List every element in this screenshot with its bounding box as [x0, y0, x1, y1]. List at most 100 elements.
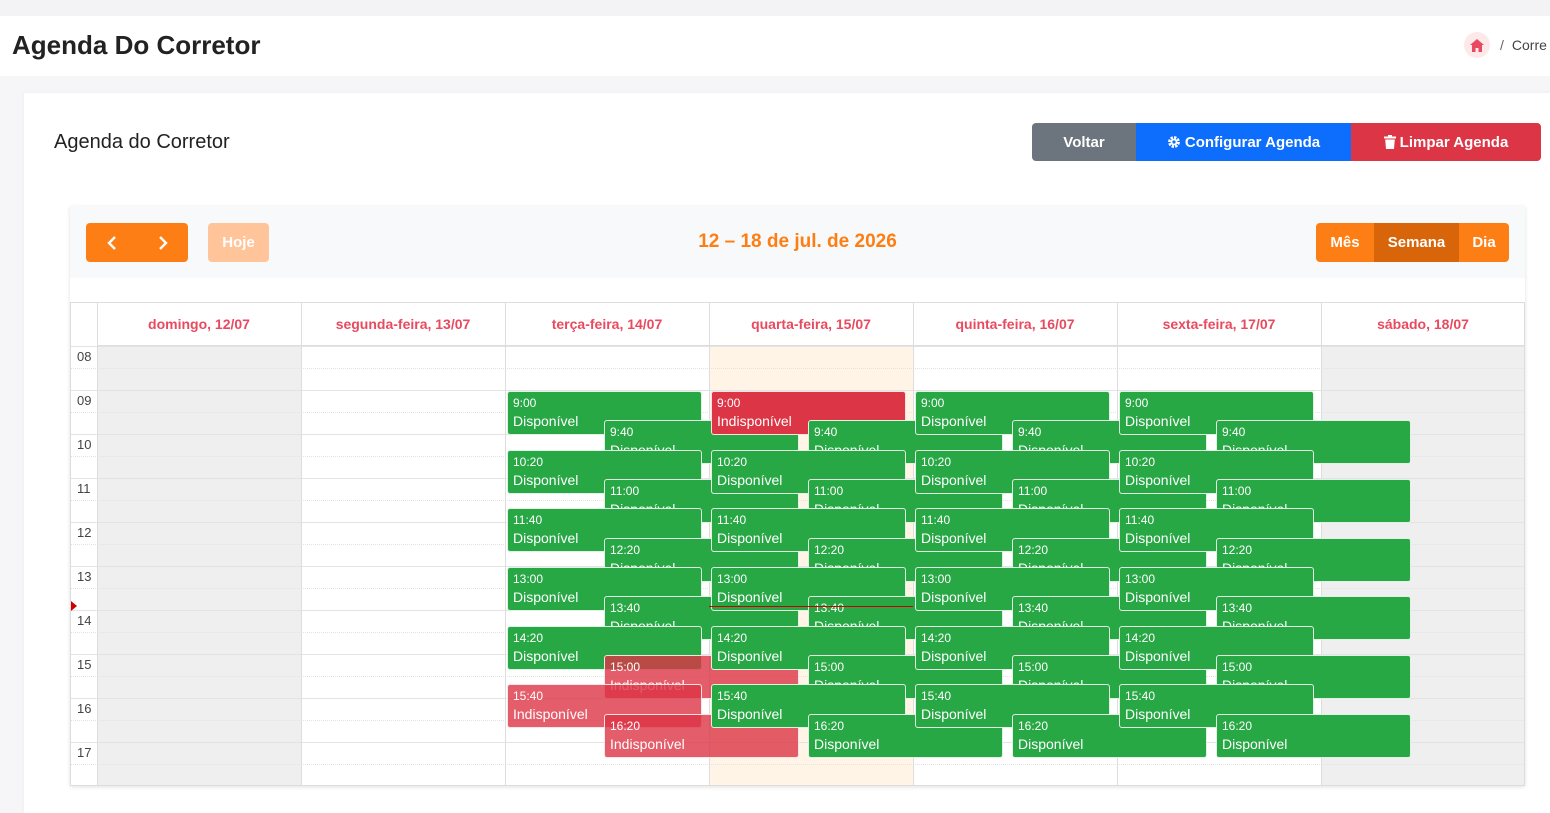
- today-button[interactable]: Hoje: [208, 223, 269, 262]
- event-time: 15:40: [921, 689, 952, 704]
- event-time: 13:00: [1125, 572, 1156, 586]
- event-status: Disponível: [921, 647, 987, 664]
- event-time: 12:20: [814, 542, 845, 557]
- view-month-button[interactable]: Mês: [1316, 223, 1374, 262]
- trash-icon: [1383, 135, 1396, 149]
- event-time: 15:40: [513, 689, 544, 704]
- event-time: 12:20: [610, 542, 641, 557]
- hour-label: 12: [77, 525, 92, 540]
- event-time: 16:20: [814, 718, 845, 733]
- gutter-line: [97, 303, 98, 785]
- event-status: Disponível: [717, 589, 783, 605]
- event-status: Disponível: [1125, 530, 1191, 547]
- configure-agenda-label: Configurar Agenda: [1184, 133, 1321, 151]
- event-time: 10:20: [717, 454, 748, 469]
- event-status: Indisponível: [610, 735, 685, 752]
- home-icon[interactable]: [1464, 32, 1490, 58]
- day-divider: [505, 303, 506, 785]
- breadcrumb-separator: /: [1500, 37, 1504, 53]
- event-time: 15:00: [814, 660, 845, 674]
- event-status: Disponível: [513, 471, 579, 488]
- event-status: Disponível: [717, 706, 783, 723]
- next-button[interactable]: [137, 223, 188, 262]
- event-time: 13:40: [814, 601, 845, 616]
- event-time: 15:00: [1222, 660, 1253, 674]
- back-button[interactable]: Voltar: [1032, 123, 1136, 161]
- event-time: 9:40: [610, 425, 634, 440]
- now-indicator-line: [709, 606, 913, 608]
- day-column[interactable]: [97, 346, 301, 785]
- prev-button[interactable]: [86, 223, 137, 262]
- breadcrumb: / Corre: [1464, 32, 1547, 58]
- event-time: 14:20: [1125, 630, 1156, 645]
- hour-label: 15: [77, 657, 92, 672]
- chevron-left-icon: [106, 235, 116, 250]
- half-hour-line: [71, 368, 1524, 369]
- card-title: Agenda do Corretor: [54, 131, 230, 153]
- view-day-button[interactable]: Dia: [1459, 223, 1509, 262]
- event-time: 11:40: [1125, 513, 1155, 528]
- hour-line: [71, 346, 1524, 347]
- configure-agenda-button[interactable]: Configurar Agenda: [1136, 123, 1351, 161]
- day-header: sexta-feira, 17/07: [1117, 303, 1321, 346]
- breadcrumb-current[interactable]: Corre: [1511, 37, 1547, 53]
- event-status: Disponível: [1125, 706, 1191, 723]
- hour-label: 08: [77, 349, 92, 364]
- event-time: 13:00: [513, 572, 544, 586]
- event-status: Indisponível: [717, 413, 792, 429]
- hour-label: 11: [77, 481, 91, 496]
- event-status: Disponível: [1018, 735, 1084, 752]
- event-time: 9:40: [1018, 425, 1042, 440]
- event-status: Disponível: [1125, 471, 1191, 488]
- page-title: Agenda Do Corretor: [12, 30, 261, 60]
- event-status: Disponível: [1222, 735, 1288, 752]
- page-header: [0, 16, 1550, 76]
- event-time: 13:40: [610, 601, 641, 616]
- event-time: 12:20: [1222, 542, 1253, 557]
- event-time: 11:40: [513, 513, 543, 528]
- hour-label: 13: [77, 569, 92, 584]
- event-time: 10:20: [513, 454, 544, 469]
- event-status: Disponível: [1125, 413, 1191, 429]
- clear-agenda-button[interactable]: Limpar Agenda: [1351, 123, 1541, 161]
- event-status: Disponível: [513, 413, 579, 429]
- week-grid: domingo, 12/07 segunda-feira, 13/07 terça-…: [70, 302, 1525, 786]
- event-time: 10:20: [1125, 454, 1156, 469]
- event-status: Disponível: [921, 530, 987, 547]
- event-time: 9:40: [814, 425, 838, 440]
- event-time: 13:40: [1222, 601, 1253, 616]
- event-time: 14:20: [717, 630, 748, 645]
- event-status: Disponível: [1125, 589, 1191, 605]
- event-status: Disponível: [717, 471, 783, 488]
- event-status: Disponível: [921, 706, 987, 723]
- event-time: 16:20: [610, 718, 641, 733]
- event-time: 15:40: [1125, 689, 1156, 704]
- event-time: 15:40: [717, 689, 748, 704]
- event-time: 11:00: [1222, 484, 1252, 498]
- event-time: 13:00: [921, 572, 952, 586]
- calendar-event[interactable]: 16:20 Disponível: [1216, 713, 1411, 758]
- event-status: Disponível: [513, 589, 579, 605]
- view-week-button[interactable]: Semana: [1374, 223, 1459, 262]
- calendar-event[interactable]: 10:20 Disponível: [915, 449, 1110, 494]
- event-status: Indisponível: [513, 706, 588, 723]
- day-column[interactable]: [301, 346, 505, 785]
- event-time: 14:20: [921, 630, 952, 645]
- event-time: 9:00: [513, 396, 537, 410]
- action-buttons: Voltar Configurar Agenda Limpar Agenda: [1032, 123, 1541, 161]
- event-time: 15:00: [1018, 660, 1049, 674]
- event-status: Disponível: [921, 413, 987, 429]
- event-status: Disponível: [921, 589, 987, 605]
- event-time: 9:00: [921, 396, 945, 410]
- day-header: segunda-feira, 13/07: [301, 303, 505, 346]
- day-header: terça-feira, 14/07: [505, 303, 709, 346]
- event-status: Disponível: [717, 530, 783, 547]
- event-time: 13:40: [1018, 601, 1049, 616]
- back-button-label: Voltar: [1063, 133, 1105, 151]
- day-header: quinta-feira, 16/07: [913, 303, 1117, 346]
- day-divider: [301, 303, 302, 785]
- event-time: 11:00: [1018, 484, 1048, 498]
- event-time: 9:40: [1222, 425, 1246, 440]
- event-time: 16:20: [1222, 718, 1253, 733]
- calendar: Hoje 12 – 18 de jul. de 2026 Mês Semana …: [70, 206, 1525, 786]
